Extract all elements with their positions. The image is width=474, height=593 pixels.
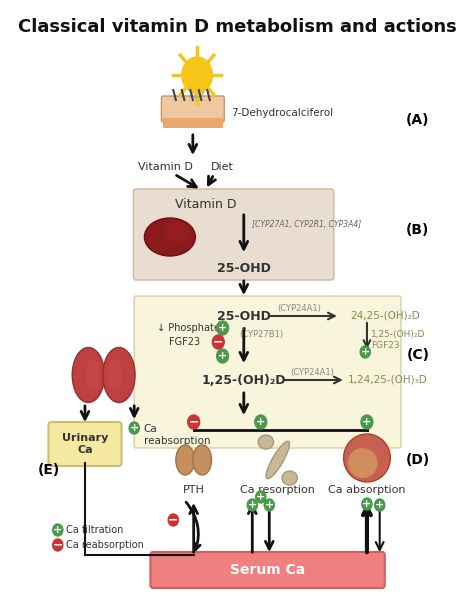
- Text: +: +: [218, 351, 227, 361]
- Text: (E): (E): [37, 463, 60, 477]
- Text: (CYP27B1): (CYP27B1): [239, 330, 283, 339]
- Text: PTH: PTH: [183, 485, 205, 495]
- Text: [CYP27A1, CYP2R1, CYP3A4]: [CYP27A1, CYP2R1, CYP3A4]: [252, 221, 362, 229]
- Circle shape: [255, 415, 267, 429]
- Ellipse shape: [348, 448, 378, 478]
- Circle shape: [217, 349, 228, 363]
- Text: Ca absorption: Ca absorption: [328, 485, 406, 495]
- FancyBboxPatch shape: [133, 189, 334, 280]
- Text: +: +: [361, 347, 370, 357]
- Ellipse shape: [193, 445, 211, 475]
- Text: Vitamin D: Vitamin D: [175, 199, 237, 212]
- Text: +: +: [375, 500, 384, 510]
- Circle shape: [361, 415, 373, 429]
- Circle shape: [374, 499, 385, 511]
- Text: +: +: [53, 525, 63, 535]
- Text: −: −: [53, 538, 63, 551]
- Ellipse shape: [103, 347, 135, 403]
- Circle shape: [168, 514, 178, 526]
- Ellipse shape: [72, 347, 104, 403]
- Circle shape: [217, 321, 228, 335]
- Text: (CYP24A1): (CYP24A1): [277, 304, 321, 314]
- Text: −: −: [213, 336, 224, 349]
- Ellipse shape: [145, 218, 195, 256]
- FancyBboxPatch shape: [162, 96, 224, 122]
- Text: Urinary
Ca: Urinary Ca: [62, 433, 108, 455]
- Circle shape: [360, 346, 370, 358]
- Text: +: +: [362, 499, 372, 509]
- Circle shape: [247, 499, 257, 511]
- Ellipse shape: [107, 360, 122, 390]
- Text: Ca filtration: Ca filtration: [66, 525, 124, 535]
- Text: (B): (B): [406, 223, 429, 237]
- Ellipse shape: [344, 434, 390, 482]
- Ellipse shape: [266, 441, 290, 479]
- Circle shape: [212, 335, 224, 349]
- Text: 1,25-(OH)₂D
FGF23: 1,25-(OH)₂D FGF23: [371, 330, 426, 350]
- Text: 24,25-(OH)₂D: 24,25-(OH)₂D: [350, 311, 419, 321]
- Circle shape: [182, 57, 212, 93]
- Text: +: +: [256, 417, 265, 427]
- Text: +: +: [129, 423, 139, 433]
- Ellipse shape: [85, 360, 100, 390]
- FancyBboxPatch shape: [48, 422, 121, 466]
- Text: 1,25-(OH)₂D: 1,25-(OH)₂D: [201, 374, 286, 387]
- Ellipse shape: [258, 435, 273, 449]
- Text: Ca resorption: Ca resorption: [240, 485, 315, 495]
- Text: 25-OHD: 25-OHD: [217, 262, 271, 275]
- Text: +: +: [362, 417, 372, 427]
- Text: Ca reabsorption: Ca reabsorption: [66, 540, 144, 550]
- Circle shape: [129, 422, 139, 434]
- Text: 1,24,25-(OH)₃D: 1,24,25-(OH)₃D: [348, 375, 428, 385]
- Text: +: +: [218, 323, 227, 333]
- Text: Serum Ca: Serum Ca: [230, 563, 305, 577]
- Ellipse shape: [282, 471, 297, 485]
- Text: •: •: [240, 324, 247, 334]
- Circle shape: [362, 498, 372, 510]
- FancyBboxPatch shape: [163, 118, 223, 128]
- Text: +: +: [256, 492, 265, 502]
- Text: −: −: [189, 416, 199, 429]
- Text: 7-Dehydrocalciferol: 7-Dehydrocalciferol: [231, 108, 333, 118]
- Text: +: +: [247, 500, 257, 510]
- Circle shape: [264, 499, 274, 511]
- Text: (A): (A): [406, 113, 429, 127]
- Text: FGF23: FGF23: [169, 337, 200, 347]
- Text: (CYP24A1): (CYP24A1): [290, 368, 334, 378]
- Text: 25-OHD: 25-OHD: [217, 310, 271, 323]
- Text: Classical vitamin D metabolism and actions: Classical vitamin D metabolism and actio…: [18, 18, 456, 36]
- Text: Ca
reabsorption: Ca reabsorption: [144, 424, 210, 446]
- Text: (C): (C): [406, 348, 429, 362]
- Circle shape: [255, 491, 266, 503]
- Text: ↓ Phosphate: ↓ Phosphate: [157, 323, 220, 333]
- Ellipse shape: [176, 445, 194, 475]
- Text: −: −: [168, 514, 179, 527]
- Text: (D): (D): [406, 453, 430, 467]
- Ellipse shape: [165, 222, 191, 242]
- Text: Vitamin D: Vitamin D: [138, 162, 193, 172]
- FancyBboxPatch shape: [150, 552, 385, 588]
- Circle shape: [188, 415, 200, 429]
- Text: +: +: [264, 500, 274, 510]
- Circle shape: [53, 539, 63, 551]
- Text: Diet: Diet: [211, 162, 234, 172]
- Circle shape: [53, 524, 63, 536]
- FancyBboxPatch shape: [134, 296, 401, 448]
